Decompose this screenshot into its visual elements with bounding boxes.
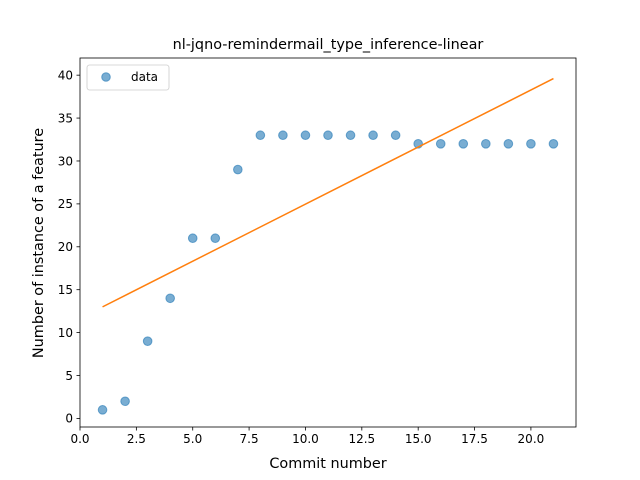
data-point (390, 130, 401, 141)
x-tick-label: 15.0 (405, 432, 432, 446)
y-tick-label: 25 (58, 197, 73, 211)
x-axis-label: Commit number (269, 456, 386, 472)
fit-line (102, 77, 554, 308)
data-point (97, 405, 108, 415)
chart-title: nl-jqno-remindermail_type_inference-line… (173, 37, 484, 53)
data-point (187, 233, 198, 244)
data-point (300, 130, 311, 141)
y-tick-label: 0 (65, 412, 73, 426)
data-point (255, 130, 266, 141)
data-point (142, 336, 153, 346)
x-tick-label: 17.5 (461, 432, 488, 446)
y-tick-label: 40 (58, 68, 73, 82)
data-point (233, 164, 243, 175)
legend-marker (101, 72, 111, 82)
data-point (210, 233, 221, 244)
y-tick-label: 5 (65, 369, 73, 383)
x-tick-label: 5.0 (183, 432, 202, 446)
data-point (278, 130, 288, 141)
x-tick-label: 20.0 (518, 432, 545, 446)
legend-box (86, 64, 170, 91)
data-point (526, 139, 536, 149)
y-tick-label: 10 (58, 326, 73, 340)
plot-area: 0.0 2.5 5.0 7.5 10.0 12.5 15.0 17.5 20.0 0 5 10 15 20… (58, 57, 577, 446)
x-tick-label: 12.5 (348, 432, 375, 446)
y-tick-label: 15 (58, 283, 73, 297)
data-point (165, 293, 175, 304)
y-tick-label: 35 (58, 111, 73, 125)
data-point (548, 139, 559, 149)
x-tick-label: 10.0 (292, 432, 319, 446)
legend-label: data (131, 70, 158, 84)
data-point (435, 139, 446, 149)
data-point (120, 396, 130, 407)
data-point (345, 130, 356, 141)
x-tick-label: 7.5 (240, 432, 259, 446)
data-point (481, 139, 491, 149)
x-tick-label: 2.5 (127, 432, 146, 446)
data-point (503, 139, 514, 149)
y-axis-label: Number of instance of a feature (31, 128, 47, 358)
x-tick-label: 0.0 (70, 432, 89, 446)
data-point (368, 130, 378, 141)
data-point (458, 139, 469, 149)
plot-frame (79, 57, 577, 428)
legend: data (86, 64, 170, 91)
data-point (323, 130, 333, 141)
y-tick-label: 20 (58, 240, 73, 254)
y-tick-label: 30 (58, 154, 73, 168)
